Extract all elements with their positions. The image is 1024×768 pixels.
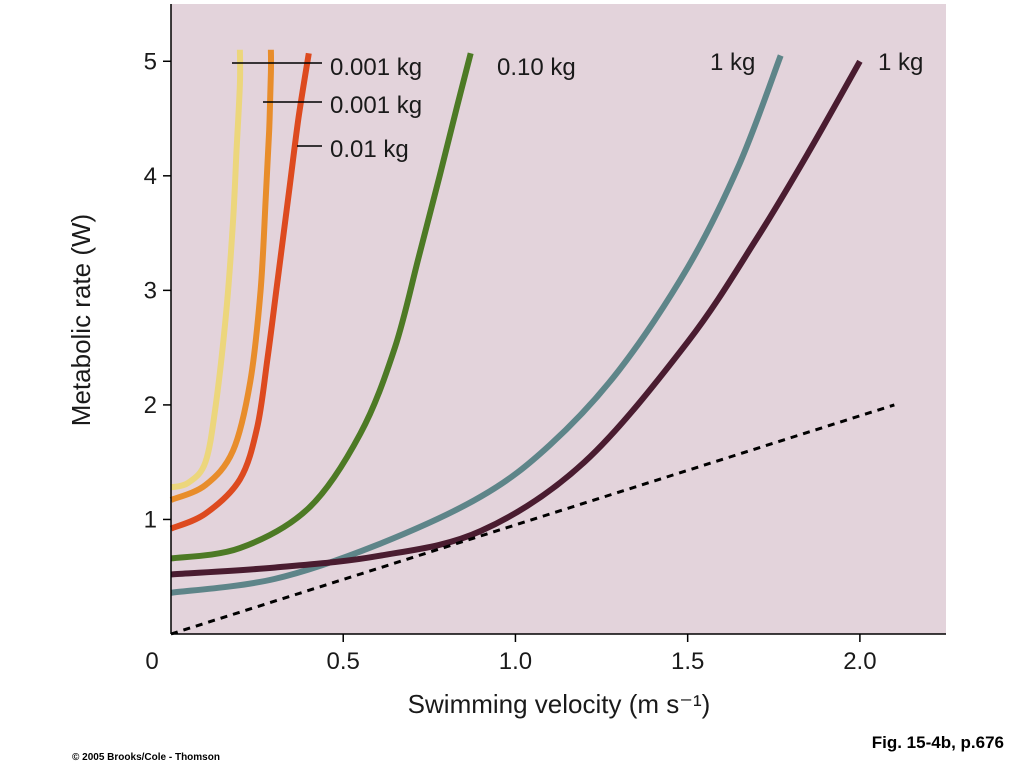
x-tick-label: 0.5 bbox=[327, 648, 360, 675]
reference-dashed-line bbox=[170, 403, 895, 636]
figure-caption: Fig. 15-4b, p.676 bbox=[871, 733, 1004, 752]
series-line-3 bbox=[169, 52, 312, 532]
x-tick-label: 1.5 bbox=[671, 648, 704, 675]
series-line-1 bbox=[170, 49, 244, 491]
series-line-5 bbox=[170, 54, 784, 596]
series-label-5: 1 kg bbox=[710, 49, 755, 76]
series-line-2 bbox=[169, 49, 275, 503]
series-label-6: 1 kg bbox=[878, 49, 923, 76]
series-line-6 bbox=[170, 59, 863, 578]
plot-area bbox=[171, 4, 946, 634]
x-tick-label: 1.0 bbox=[499, 648, 532, 675]
series-label-2: 0.001 kg bbox=[330, 92, 422, 119]
y-tick-label: 3 bbox=[144, 277, 157, 304]
series-label-4: 0.10 kg bbox=[497, 54, 576, 81]
series-label-1: 0.001 kg bbox=[330, 54, 422, 81]
x-tick-label: 0 bbox=[145, 648, 158, 675]
series-line-4 bbox=[170, 52, 474, 562]
y-tick-label: 2 bbox=[144, 392, 157, 419]
y-axis-title: Metabolic rate (W) bbox=[66, 214, 96, 426]
x-axis-title: Swimming velocity (m s⁻¹) bbox=[408, 689, 711, 719]
series-label-3: 0.01 kg bbox=[330, 136, 409, 163]
x-tick-label: 2.0 bbox=[843, 648, 876, 675]
y-tick-label: 5 bbox=[144, 48, 157, 75]
y-tick-label: 1 bbox=[144, 506, 157, 533]
copyright-notice: © 2005 Brooks/Cole - Thomson bbox=[72, 752, 220, 763]
y-tick-label: 4 bbox=[144, 163, 157, 190]
